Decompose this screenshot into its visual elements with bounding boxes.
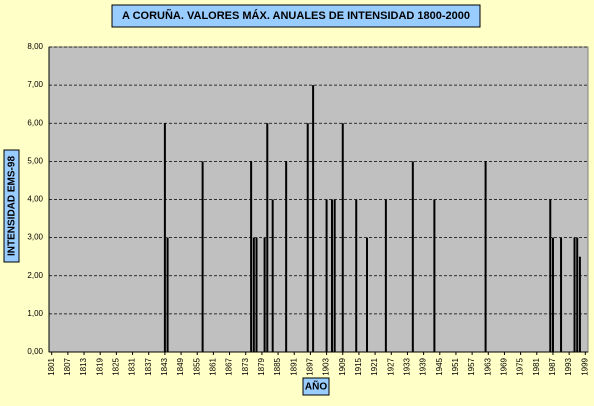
bar (252, 237, 255, 352)
bar (166, 237, 169, 352)
bar (341, 123, 344, 352)
bar (271, 199, 274, 352)
bar (578, 256, 581, 352)
x-tick-label: 1885 (273, 357, 282, 375)
x-tick-label: 1825 (111, 357, 120, 375)
x-tick-label: 1819 (95, 357, 104, 375)
y-tick-label: 2,00 (27, 271, 43, 280)
x-label-box (302, 377, 330, 396)
x-tick-label: 1891 (289, 357, 298, 375)
x-tick-label: 1879 (257, 357, 266, 375)
bar (576, 237, 579, 352)
bar (551, 237, 554, 352)
x-tick-label: 1939 (419, 357, 428, 375)
bar (255, 237, 258, 352)
bar (163, 123, 166, 352)
x-tick-label: 1873 (241, 357, 250, 375)
bar (250, 161, 253, 352)
x-tick-label: 1981 (532, 357, 541, 375)
x-axis-label: AÑO (305, 380, 327, 393)
x-tick-label: 1915 (354, 357, 363, 375)
y-tick-label: 6,00 (27, 118, 43, 127)
x-tick-label: 1975 (516, 357, 525, 375)
y-tick-label: 8,00 (27, 42, 43, 51)
x-tick-label: 1909 (338, 357, 347, 375)
plot-area (48, 46, 589, 353)
x-tick-label: 1963 (483, 357, 492, 375)
x-tick-label: 1843 (160, 357, 169, 375)
x-tick-label: 1813 (79, 357, 88, 375)
x-tick-label: 1903 (322, 357, 331, 375)
x-tick-label: 1837 (144, 357, 153, 375)
y-tick-label: 3,00 (27, 233, 43, 242)
y-tick-label: 4,00 (27, 195, 43, 204)
bar (355, 199, 358, 352)
x-tick-label: 1993 (564, 357, 573, 375)
x-tick-label: 1927 (386, 357, 395, 375)
x-tick-label: 1957 (467, 357, 476, 375)
x-tick-label: 1897 (306, 357, 315, 375)
bar (549, 199, 552, 352)
y-tick-label: 5,00 (27, 156, 43, 165)
bar (201, 161, 204, 352)
y-label-box (3, 149, 20, 263)
x-tick-label: 1831 (128, 357, 137, 375)
x-tick-label: 1861 (209, 357, 218, 375)
bar (333, 199, 336, 352)
x-tick-label: 1987 (548, 357, 557, 375)
x-tick-label: 1855 (192, 357, 201, 375)
bar (285, 161, 288, 352)
bar (411, 161, 414, 352)
bar (306, 123, 309, 352)
title-box (111, 4, 481, 28)
bar (433, 199, 436, 352)
y-tick-label: 7,00 (27, 80, 43, 89)
x-tick-label: 1951 (451, 357, 460, 375)
x-tick-label: 1945 (435, 357, 444, 375)
x-tick-label: 1807 (63, 357, 72, 375)
x-tick-label: 1867 (225, 357, 234, 375)
bar (573, 237, 576, 352)
y-tick-label: 0,00 (27, 347, 43, 356)
bar (366, 237, 369, 352)
x-tick-label: 1969 (500, 357, 509, 375)
x-tick-label: 1921 (370, 357, 379, 375)
x-tick-label: 1801 (47, 357, 56, 375)
bar (560, 237, 563, 352)
x-tick-label: 1933 (403, 357, 412, 375)
bar (384, 199, 387, 352)
bar (325, 199, 328, 352)
bar (330, 199, 333, 352)
bar (484, 161, 487, 352)
bar (266, 123, 269, 352)
x-tick-label: 1999 (580, 357, 589, 375)
bar (312, 85, 315, 352)
chart-title: A CORUÑA. VALORES MÁX. ANUALES DE INTENS… (122, 9, 470, 22)
bar (263, 237, 266, 352)
y-tick-label: 1,00 (27, 309, 43, 318)
y-axis-label: INTENSIDAD EMS-98 (7, 156, 18, 256)
x-tick-label: 1849 (176, 357, 185, 375)
